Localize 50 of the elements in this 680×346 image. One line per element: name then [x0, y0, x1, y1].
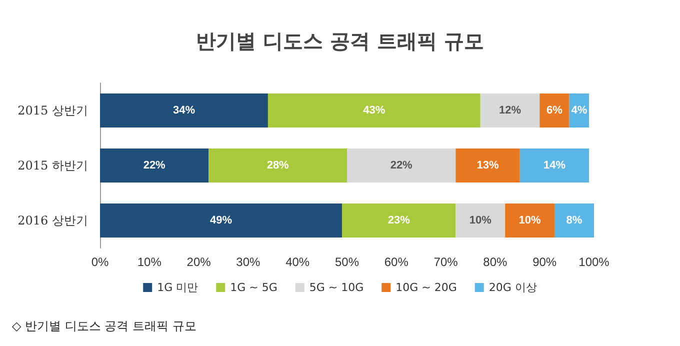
bar — [100, 204, 342, 238]
data-label: 8% — [566, 214, 582, 226]
bar — [208, 148, 347, 182]
bar — [342, 204, 456, 238]
x-tick-label: 0% — [91, 255, 109, 269]
data-label: 22% — [143, 160, 166, 172]
data-label: 43% — [363, 104, 386, 116]
data-label: 4% — [571, 104, 588, 116]
data-label: 28% — [266, 160, 290, 172]
data-label: 10% — [518, 214, 541, 226]
legend-label: 5G ~ 10G — [309, 281, 364, 294]
bar — [456, 148, 520, 182]
x-tick-label: 20% — [186, 255, 212, 269]
legend-label: 1G 미만 — [157, 281, 198, 294]
bar — [505, 204, 554, 238]
x-tick-label: 70% — [434, 255, 458, 269]
y-tick-label: 2016 상반기 — [18, 214, 88, 228]
bar — [540, 94, 570, 128]
x-tick-label: 60% — [384, 255, 409, 269]
x-tick-label: 10% — [137, 255, 162, 269]
data-label: 13% — [476, 160, 500, 172]
bar — [100, 148, 209, 182]
bar — [456, 204, 506, 238]
data-label: 34% — [172, 104, 196, 116]
data-label: 23% — [388, 214, 410, 226]
legend-label: 10G ~ 20G — [396, 281, 457, 294]
y-tick-label: 2015 상반기 — [18, 104, 88, 118]
data-label: 22% — [390, 160, 413, 172]
x-tick-label: 50% — [334, 255, 360, 269]
legend-label: 1G ~ 5G — [230, 281, 278, 294]
data-label: 49% — [210, 214, 232, 226]
bar — [554, 204, 594, 238]
bar — [268, 94, 480, 128]
x-tick-label: 100% — [578, 255, 610, 269]
x-tick-label: 90% — [532, 255, 557, 269]
x-tick-label: 40% — [286, 255, 310, 269]
x-tick-label: 30% — [236, 255, 261, 269]
bar — [347, 148, 456, 182]
bar — [100, 94, 268, 128]
text: ◇ 반기별 디도스 공격 트래픽 규모 — [12, 319, 196, 333]
data-label: 10% — [469, 214, 492, 226]
y-tick-label: 2015 하반기 — [18, 158, 88, 172]
data-label: 12% — [499, 104, 522, 116]
legend-label: 20G 이상 — [488, 281, 537, 294]
chart-title: 반기별 디도스 공격 트래픽 규모 — [196, 29, 484, 53]
data-label: 14% — [543, 160, 566, 172]
x-tick-label: 80% — [483, 255, 508, 269]
bar — [480, 94, 540, 128]
bar — [520, 148, 590, 182]
data-label: 6% — [546, 104, 563, 116]
